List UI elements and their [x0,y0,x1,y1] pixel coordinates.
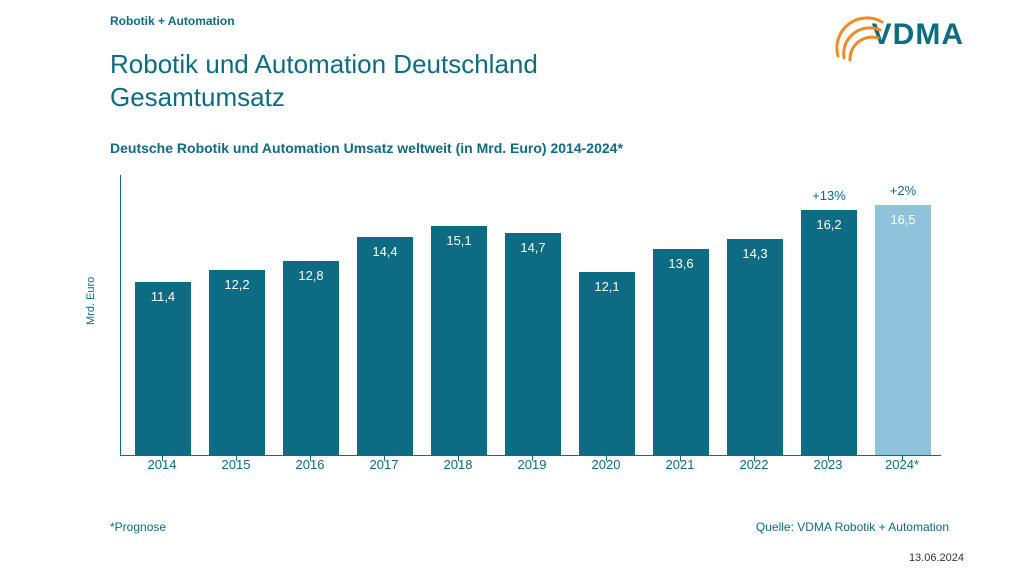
bar-value-label: 14,4 [357,244,413,259]
bar: 16,2+13% [801,210,857,455]
bar-slot: 16,5 +2% [875,175,931,455]
bar: 14,7 [505,233,561,455]
page: Robotik + Automation Robotik und Automat… [0,0,1024,576]
bar-slot: 12,8 [283,175,339,455]
x-tick-label: 2018 [430,457,486,472]
bar: 15,1 [431,226,487,455]
x-tick-label: 2015 [208,457,264,472]
bar-slot: 14,7 [505,175,561,455]
bar-slot: 15,1 [431,175,487,455]
y-axis-label: Mrd. Euro [85,277,97,325]
vdma-logo: VDMA [872,18,964,52]
x-tick-label: 2020 [578,457,634,472]
bar: 13,6 [653,249,709,455]
x-tick-label: 2024* [874,457,930,472]
bar-value-label: 13,6 [653,256,709,271]
x-tick-label: 2021 [652,457,708,472]
bar: 16,5+2% [875,205,931,455]
bar-value-label: 12,1 [579,279,635,294]
page-title: Robotik und Automation Deutschland Gesam… [110,48,538,113]
bar-slot: 14,4 [357,175,413,455]
bar-value-label: 12,8 [283,268,339,283]
category-label: Robotik + Automation [110,14,235,28]
bar-value-label: 12,2 [209,277,265,292]
bar: 14,4 [357,237,413,455]
bar: 11,4 [135,282,191,455]
x-tick-label: 2017 [356,457,412,472]
bar-annotation: +2% [875,183,931,198]
title-line-1: Robotik und Automation Deutschland [110,49,538,79]
bar-slot: 13,6 [653,175,709,455]
title-line-2: Gesamtumsatz [110,82,285,112]
x-tick-label: 2016 [282,457,338,472]
chart-subtitle: Deutsche Robotik und Automation Umsatz w… [110,140,623,156]
x-tick-label: 2019 [504,457,560,472]
date-label: 13.06.2024 [909,552,964,564]
bar-value-label: 14,7 [505,240,561,255]
source-label: Quelle: VDMA Robotik + Automation [756,520,949,534]
bar: 12,1 [579,272,635,455]
bar-annotation: +13% [801,188,857,203]
bar-chart: Mrd. Euro 11,412,212,814,415,114,712,113… [110,175,940,475]
bar-value-label: 16,5 [875,212,931,227]
bar-value-label: 14,3 [727,246,783,261]
bar-slot: 11,4 [135,175,191,455]
footnote: *Prognose [110,520,166,534]
x-tick-label: 2023 [800,457,856,472]
bar: 12,2 [209,270,265,455]
bar-slot: 12,2 [209,175,265,455]
bar: 14,3 [727,239,783,455]
bar-slot: 14,3 [727,175,783,455]
logo-swoosh-icon [830,14,890,64]
bar: 12,8 [283,261,339,455]
bar-value-label: 15,1 [431,233,487,248]
x-tick-label: 2014 [134,457,190,472]
bar-value-label: 16,2 [801,217,857,232]
bar-slot: 16,2 +13% [801,175,857,455]
bar-value-label: 11,4 [135,289,191,304]
bar-slot: 12,1 [579,175,635,455]
plot-area: 11,4 12,2 12,8 14,4 15,1 14,7 12,1 13,6 14,3 16,2… [120,175,941,456]
x-tick-label: 2022 [726,457,782,472]
